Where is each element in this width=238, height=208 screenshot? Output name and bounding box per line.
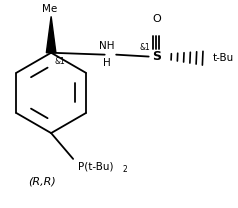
- Text: 2: 2: [123, 165, 128, 174]
- Text: NH: NH: [99, 41, 114, 51]
- Text: P(t-Bu): P(t-Bu): [78, 162, 114, 172]
- Text: (R,R): (R,R): [28, 177, 56, 187]
- Text: Me: Me: [42, 4, 57, 14]
- Text: H: H: [103, 58, 110, 68]
- Text: &1: &1: [139, 43, 150, 52]
- Text: S: S: [152, 50, 161, 63]
- Text: &1: &1: [55, 57, 66, 66]
- Text: O: O: [152, 14, 161, 24]
- Text: t-Bu: t-Bu: [213, 53, 234, 63]
- Polygon shape: [46, 16, 56, 53]
